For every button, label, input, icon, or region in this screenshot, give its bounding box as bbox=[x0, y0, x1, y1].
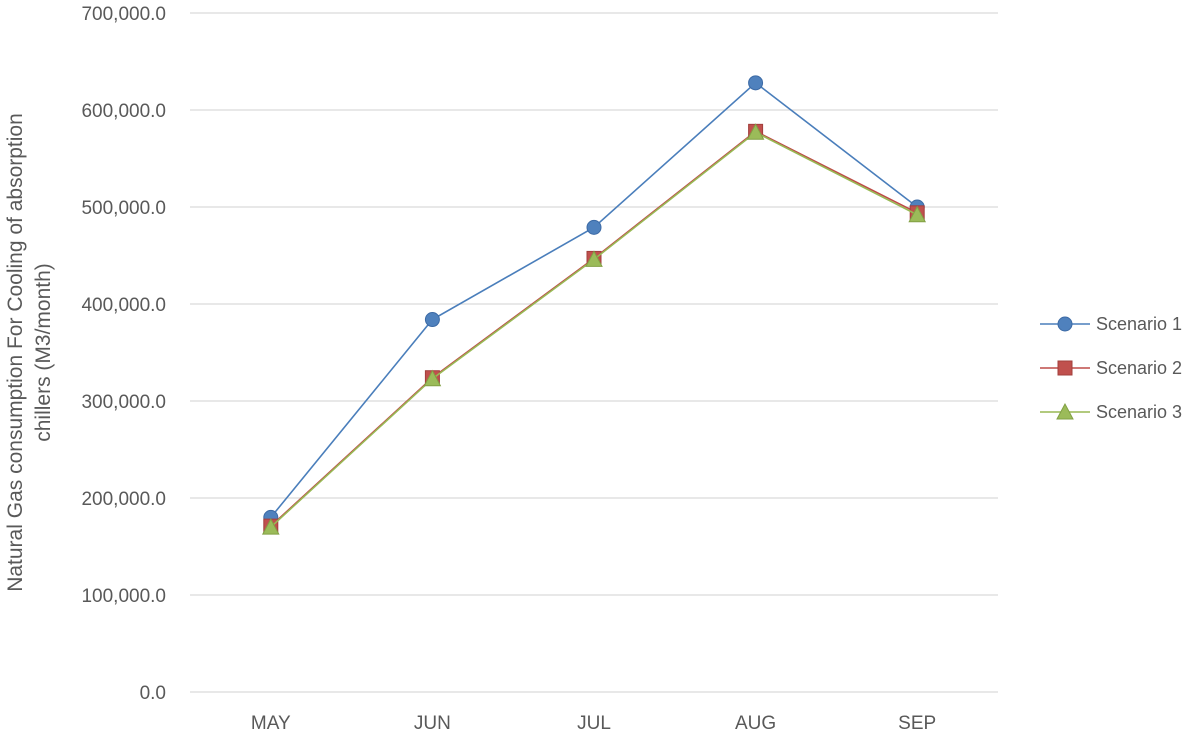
series-line bbox=[270, 81, 918, 518]
x-axis-tick-labels: MAY JUN JUL AUG SEP bbox=[251, 713, 936, 734]
legend-marker bbox=[1057, 360, 1073, 376]
x-tick-label: JUN bbox=[414, 713, 451, 734]
x-tick-label: MAY bbox=[251, 713, 291, 734]
data-point-marker bbox=[585, 250, 603, 267]
legend-item: Scenario 3 bbox=[1040, 402, 1182, 422]
series-3 bbox=[261, 123, 927, 535]
x-tick-label: SEP bbox=[898, 713, 936, 734]
data-point-marker bbox=[908, 205, 927, 223]
legend-item: Scenario 2 bbox=[1040, 358, 1182, 378]
legend-label: Scenario 3 bbox=[1096, 402, 1182, 422]
y-tick-label: 300,000.0 bbox=[81, 392, 166, 413]
legend-label: Scenario 1 bbox=[1096, 314, 1182, 334]
x-tick-label: JUL bbox=[577, 713, 611, 734]
y-axis-title-group: Natural Gas consumption For Cooling of a… bbox=[4, 113, 55, 592]
series-line bbox=[270, 131, 918, 528]
y-tick-label: 400,000.0 bbox=[81, 295, 166, 316]
data-point-marker bbox=[423, 369, 442, 387]
data-point-marker bbox=[261, 518, 280, 535]
series-line bbox=[270, 130, 918, 527]
legend-marker bbox=[1057, 316, 1073, 332]
legend-label: Scenario 2 bbox=[1096, 358, 1182, 378]
y-tick-label: 600,000.0 bbox=[81, 101, 166, 122]
legend-item: Scenario 1 bbox=[1040, 314, 1182, 334]
y-axis-tick-labels: 0.0 100,000.0 200,000.0 300,000.0 400,000.0 5… bbox=[81, 4, 166, 704]
y-axis-title-line: chillers (M3/month) bbox=[32, 263, 55, 442]
y-tick-label: 0.0 bbox=[140, 683, 166, 704]
y-tick-label: 100,000.0 bbox=[81, 586, 166, 607]
data-point-marker bbox=[586, 219, 602, 235]
y-tick-label: 200,000.0 bbox=[81, 489, 166, 510]
series-2 bbox=[263, 123, 925, 534]
legend-marker bbox=[1056, 402, 1074, 420]
y-axis-title-line: Natural Gas consumption For Cooling of a… bbox=[4, 113, 27, 592]
y-tick-label: 700,000.0 bbox=[81, 4, 166, 25]
y-tick-label: 500,000.0 bbox=[81, 198, 166, 219]
legend: Scenario 1 Scenario 2 Scenario 3 bbox=[1040, 314, 1182, 422]
data-point-marker bbox=[746, 123, 765, 140]
gridlines bbox=[190, 12, 998, 693]
data-point-marker bbox=[424, 312, 440, 328]
data-point-marker bbox=[748, 75, 764, 91]
series-group bbox=[261, 75, 927, 535]
y-axis-title: Natural Gas consumption For Cooling of a… bbox=[4, 113, 55, 592]
x-tick-label: AUG bbox=[735, 713, 776, 734]
series-1 bbox=[263, 75, 925, 525]
